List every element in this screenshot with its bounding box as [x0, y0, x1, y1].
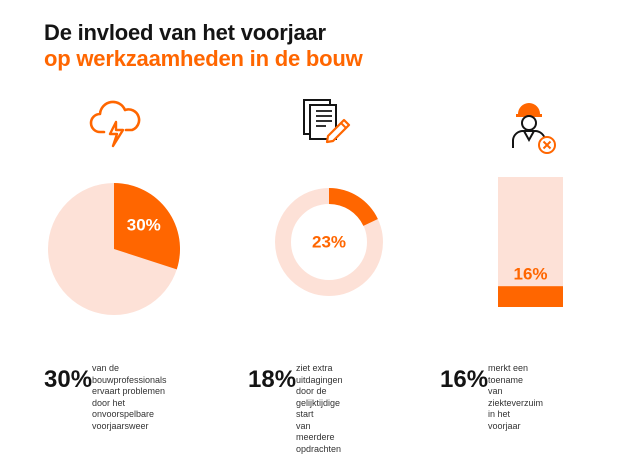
donut-segment	[329, 188, 378, 226]
cloud-lightning-icon	[89, 100, 141, 148]
stat-3-text: merkt een toename van ziekteverzuim in h…	[488, 363, 544, 431]
sick-worker-icon	[512, 103, 556, 154]
stat-1-text: van de bouwprofessionals ervaart problem…	[92, 363, 167, 431]
stat-1-value: 30%	[44, 366, 93, 393]
page-title: De invloed van het voorjaar op werkzaamh…	[44, 20, 363, 72]
pie-slice-main	[114, 183, 180, 270]
title-line-1: De invloed van het voorjaar	[44, 20, 326, 45]
documents-icon	[303, 99, 351, 144]
stat-2-value: 18%	[248, 366, 297, 393]
donut-label: 23%	[312, 233, 346, 252]
bar-fill	[498, 286, 563, 307]
bar-label: 16%	[513, 265, 547, 284]
title-line-2: op werkzaamheden in de bouw	[44, 46, 363, 71]
bar-background	[498, 177, 563, 307]
stat-2-text: ziet extra uitdagingen door de gelijktij…	[296, 363, 343, 454]
stat-3-value: 16%	[440, 366, 489, 393]
pie-label: 30%	[127, 215, 161, 234]
